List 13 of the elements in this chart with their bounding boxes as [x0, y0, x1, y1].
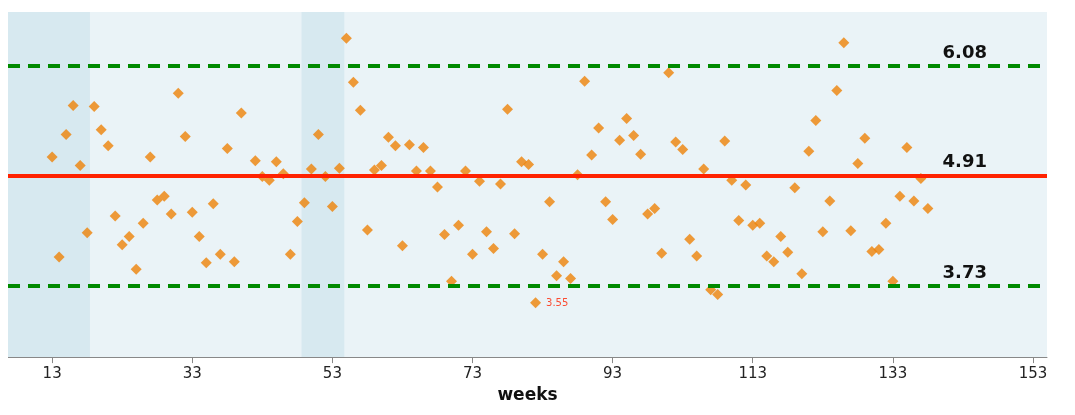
x-tick-label: 73	[462, 363, 483, 382]
ref-line-label: 4.91	[942, 150, 987, 172]
ref-line-label: 3.73	[942, 260, 987, 282]
x-tick-label: 53	[322, 363, 342, 382]
x-tick-label: 13	[42, 363, 62, 382]
data-label: 3.55	[546, 297, 569, 309]
x-tick-label: 113	[738, 363, 768, 382]
x-tick-label: 133	[878, 363, 908, 382]
x-tick-label: 153	[1018, 363, 1048, 382]
x-tick-label: 93	[603, 363, 623, 382]
ref-line-label: 6.08	[942, 40, 987, 62]
x-tick-label: 33	[182, 363, 202, 382]
x-axis-title: weeks	[497, 383, 558, 404]
